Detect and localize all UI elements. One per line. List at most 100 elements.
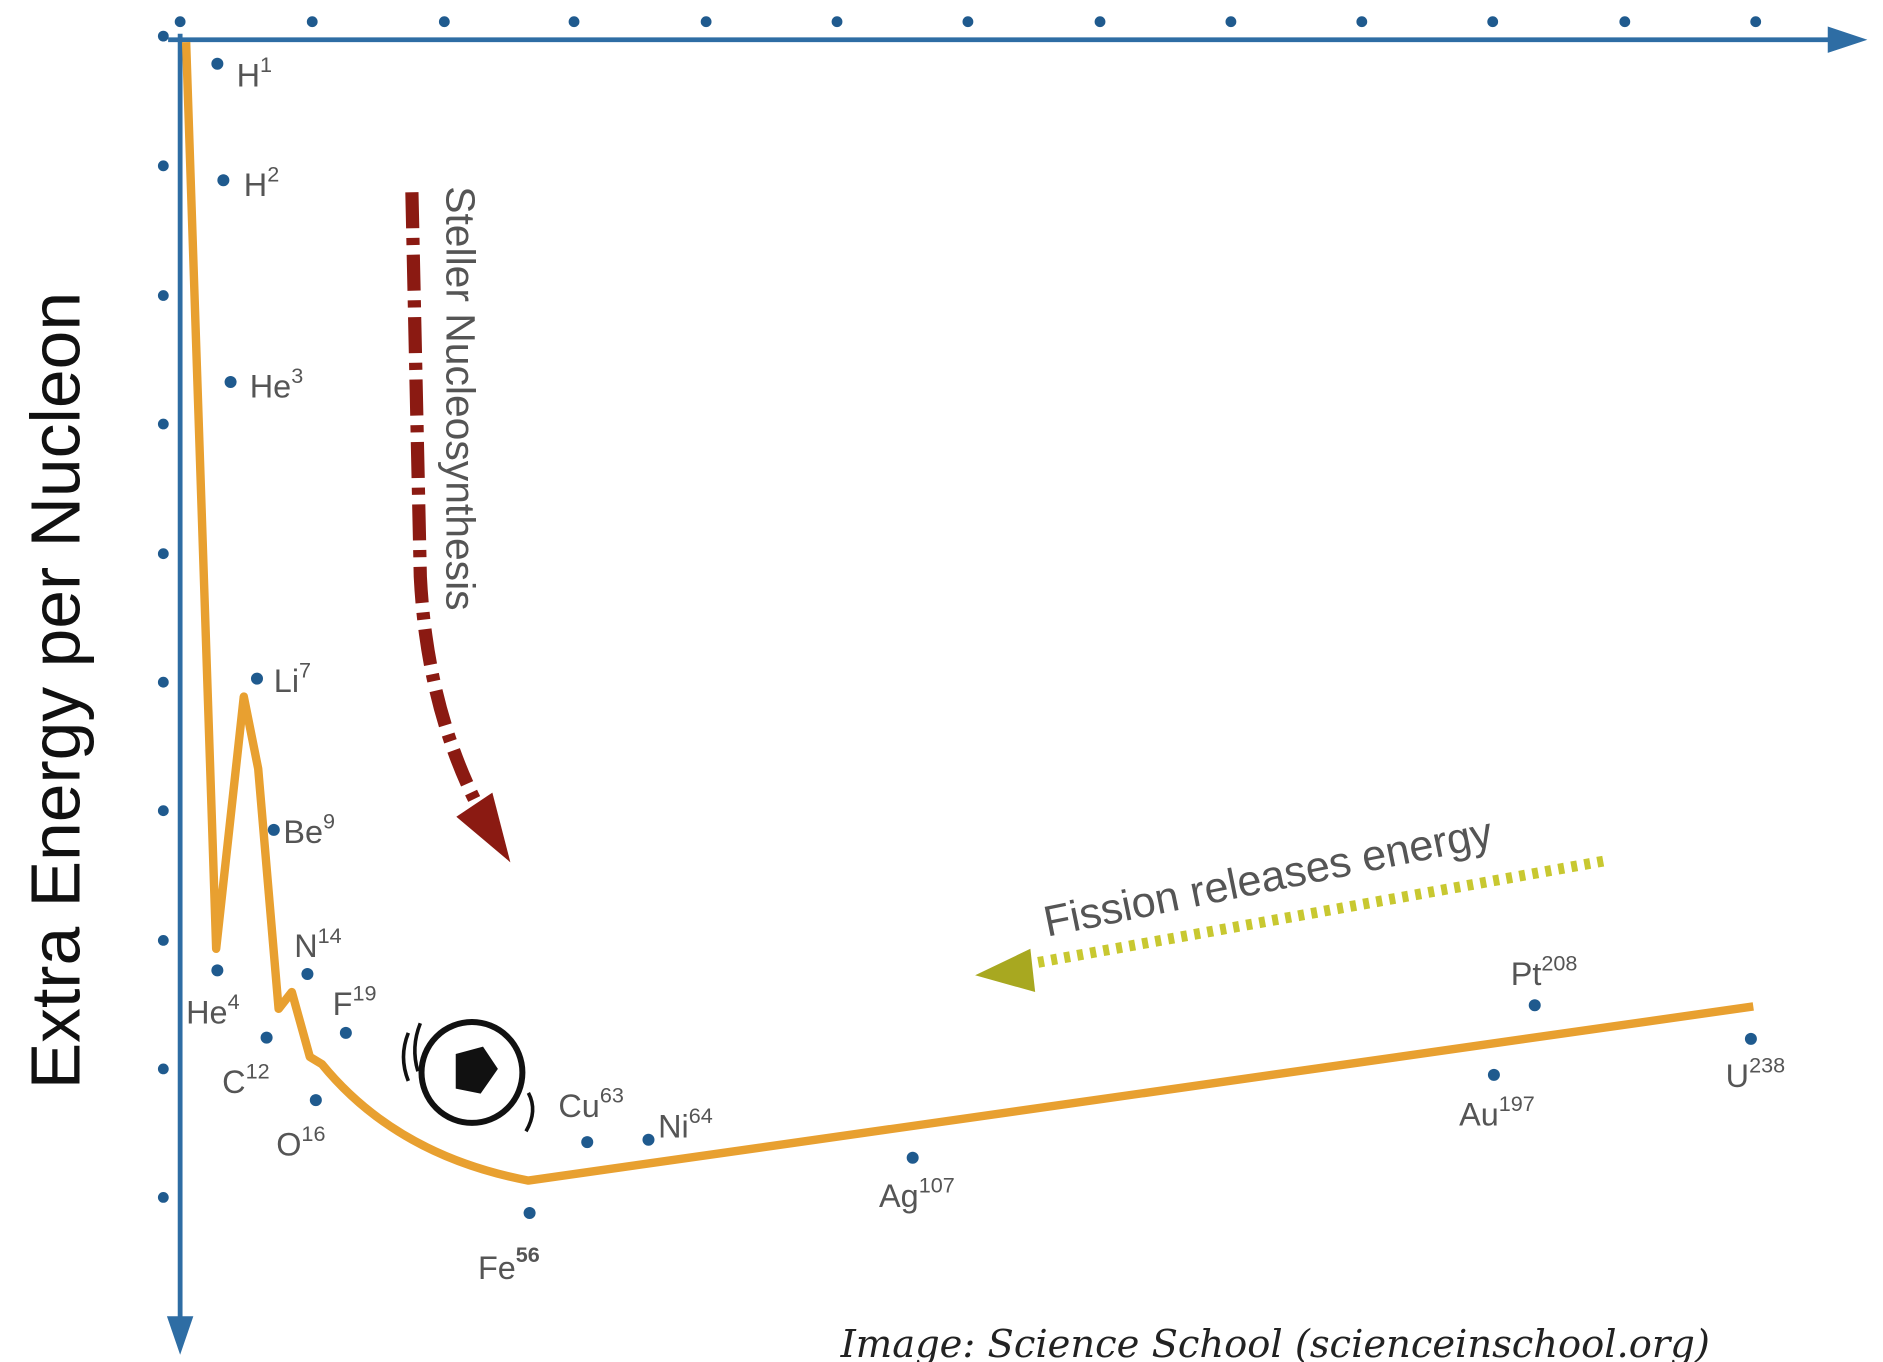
- element-dot: [261, 1032, 273, 1044]
- element-label: U238: [1726, 1052, 1785, 1093]
- credit: Image: Science School (scienceinschool.o…: [840, 1322, 1710, 1362]
- element-symbol: H: [237, 58, 260, 94]
- nucleus-icon: [404, 1022, 533, 1131]
- elements: H1H2He3Li7Be9He4N14F19C12O16Cu63Ni64Fe56…: [186, 52, 1785, 1286]
- element-dot: [581, 1136, 593, 1148]
- element-mass: 14: [318, 923, 342, 948]
- nucleosynthesis-arrowhead: [456, 793, 510, 863]
- element-mass: 12: [246, 1058, 270, 1083]
- element-dot: [1529, 999, 1541, 1011]
- element-dot: [1488, 1069, 1500, 1081]
- element-dot: [301, 968, 313, 980]
- element-label: F19: [333, 980, 377, 1021]
- axis-dot: [307, 16, 318, 27]
- element-label: He3: [250, 363, 303, 404]
- element-label: Au197: [1459, 1091, 1535, 1132]
- axis-dot: [439, 16, 450, 27]
- axis-dots: [158, 16, 1761, 1202]
- element-symbol: U: [1726, 1058, 1749, 1094]
- element-dot: [1745, 1033, 1757, 1045]
- element-label: N14: [294, 923, 341, 964]
- axis-label: Extra Energy per Nucleon: [16, 292, 94, 1089]
- element-dot: [211, 964, 223, 976]
- element-mass: 208: [1541, 950, 1577, 975]
- axis-dot: [569, 16, 580, 27]
- axis-dot: [175, 16, 186, 27]
- element-dot: [211, 58, 223, 70]
- page: {"axis_label": "Extra Energy per Nucleon…: [0, 0, 1883, 1362]
- element-symbol: Be: [283, 814, 323, 850]
- axis-dot: [1356, 16, 1367, 27]
- element-mass: 19: [352, 980, 376, 1005]
- axis-dot: [1619, 16, 1630, 27]
- axis-dot: [158, 1192, 169, 1203]
- element-symbol: Au: [1459, 1096, 1499, 1132]
- element-dot: [225, 376, 237, 388]
- axis-dot: [158, 419, 169, 430]
- axis-dot: [158, 31, 169, 42]
- element-label: Fe56: [478, 1242, 540, 1286]
- element-mass: 64: [689, 1103, 713, 1128]
- element-symbol: Pt: [1511, 956, 1542, 992]
- fission-arrowhead: [975, 949, 1035, 992]
- element-mass: 56: [516, 1242, 540, 1267]
- axis-dot: [158, 677, 169, 688]
- element-symbol: Cu: [558, 1088, 599, 1124]
- axis-dot: [158, 160, 169, 171]
- element-mass: 2: [267, 161, 279, 186]
- element-dot: [251, 673, 263, 685]
- nucleosynthesis-label: Steller Nucleosynthesis: [438, 186, 484, 610]
- element-mass: 7: [299, 657, 311, 682]
- element-label: C12: [222, 1058, 269, 1099]
- element-label: He4: [186, 989, 239, 1030]
- element-dot: [217, 174, 229, 186]
- element-label: Ni64: [658, 1103, 713, 1144]
- element-symbol: C: [222, 1064, 245, 1100]
- axis-dot: [1750, 16, 1761, 27]
- element-mass: 197: [1499, 1091, 1535, 1116]
- element-dot: [907, 1152, 919, 1164]
- element-label: Be9: [283, 809, 335, 850]
- element-label: Pt208: [1511, 950, 1578, 991]
- axis-dot: [158, 548, 169, 559]
- element-label: O16: [276, 1121, 325, 1162]
- energy-curve: [186, 42, 1753, 1180]
- element-symbol: He: [250, 369, 291, 405]
- axis-dot: [1095, 16, 1106, 27]
- element-dot: [642, 1134, 654, 1146]
- element-symbol: He: [186, 994, 227, 1030]
- axis-dot: [1226, 16, 1237, 27]
- x-axis-arrow: [1828, 27, 1868, 53]
- y-axis-arrow: [167, 1316, 193, 1354]
- element-label: H2: [244, 161, 279, 202]
- fission-label: Fission releases energy: [1040, 808, 1497, 946]
- axis-dot: [701, 16, 712, 27]
- axis-dot: [1487, 16, 1498, 27]
- element-dot: [524, 1207, 536, 1219]
- element-mass: 4: [228, 989, 240, 1014]
- element-dot: [310, 1094, 322, 1106]
- element-dot: [268, 824, 280, 836]
- element-label: Ag107: [879, 1173, 955, 1214]
- element-symbol: Fe: [478, 1250, 516, 1286]
- axis-dot: [158, 935, 169, 946]
- element-symbol: O: [276, 1126, 301, 1162]
- element-symbol: Ag: [879, 1178, 919, 1214]
- element-mass: 1: [260, 52, 272, 77]
- element-symbol: N: [294, 928, 317, 964]
- element-symbol: F: [333, 986, 353, 1022]
- axis-dot: [158, 805, 169, 816]
- diagram: Extra Energy per Nucleon Steller Nucleos…: [0, 0, 1883, 1362]
- axis-dot: [832, 16, 843, 27]
- element-symbol: H: [244, 167, 267, 203]
- element-mass: 3: [291, 363, 303, 388]
- element-dot: [340, 1027, 352, 1039]
- element-symbol: Li: [274, 663, 299, 699]
- element-mass: 16: [301, 1121, 325, 1146]
- axis-dot: [158, 1063, 169, 1074]
- element-mass: 238: [1749, 1052, 1785, 1077]
- element-label: H1: [237, 52, 272, 93]
- element-mass: 63: [600, 1083, 624, 1108]
- element-label: Li7: [274, 657, 311, 698]
- element-label: Cu63: [558, 1083, 623, 1124]
